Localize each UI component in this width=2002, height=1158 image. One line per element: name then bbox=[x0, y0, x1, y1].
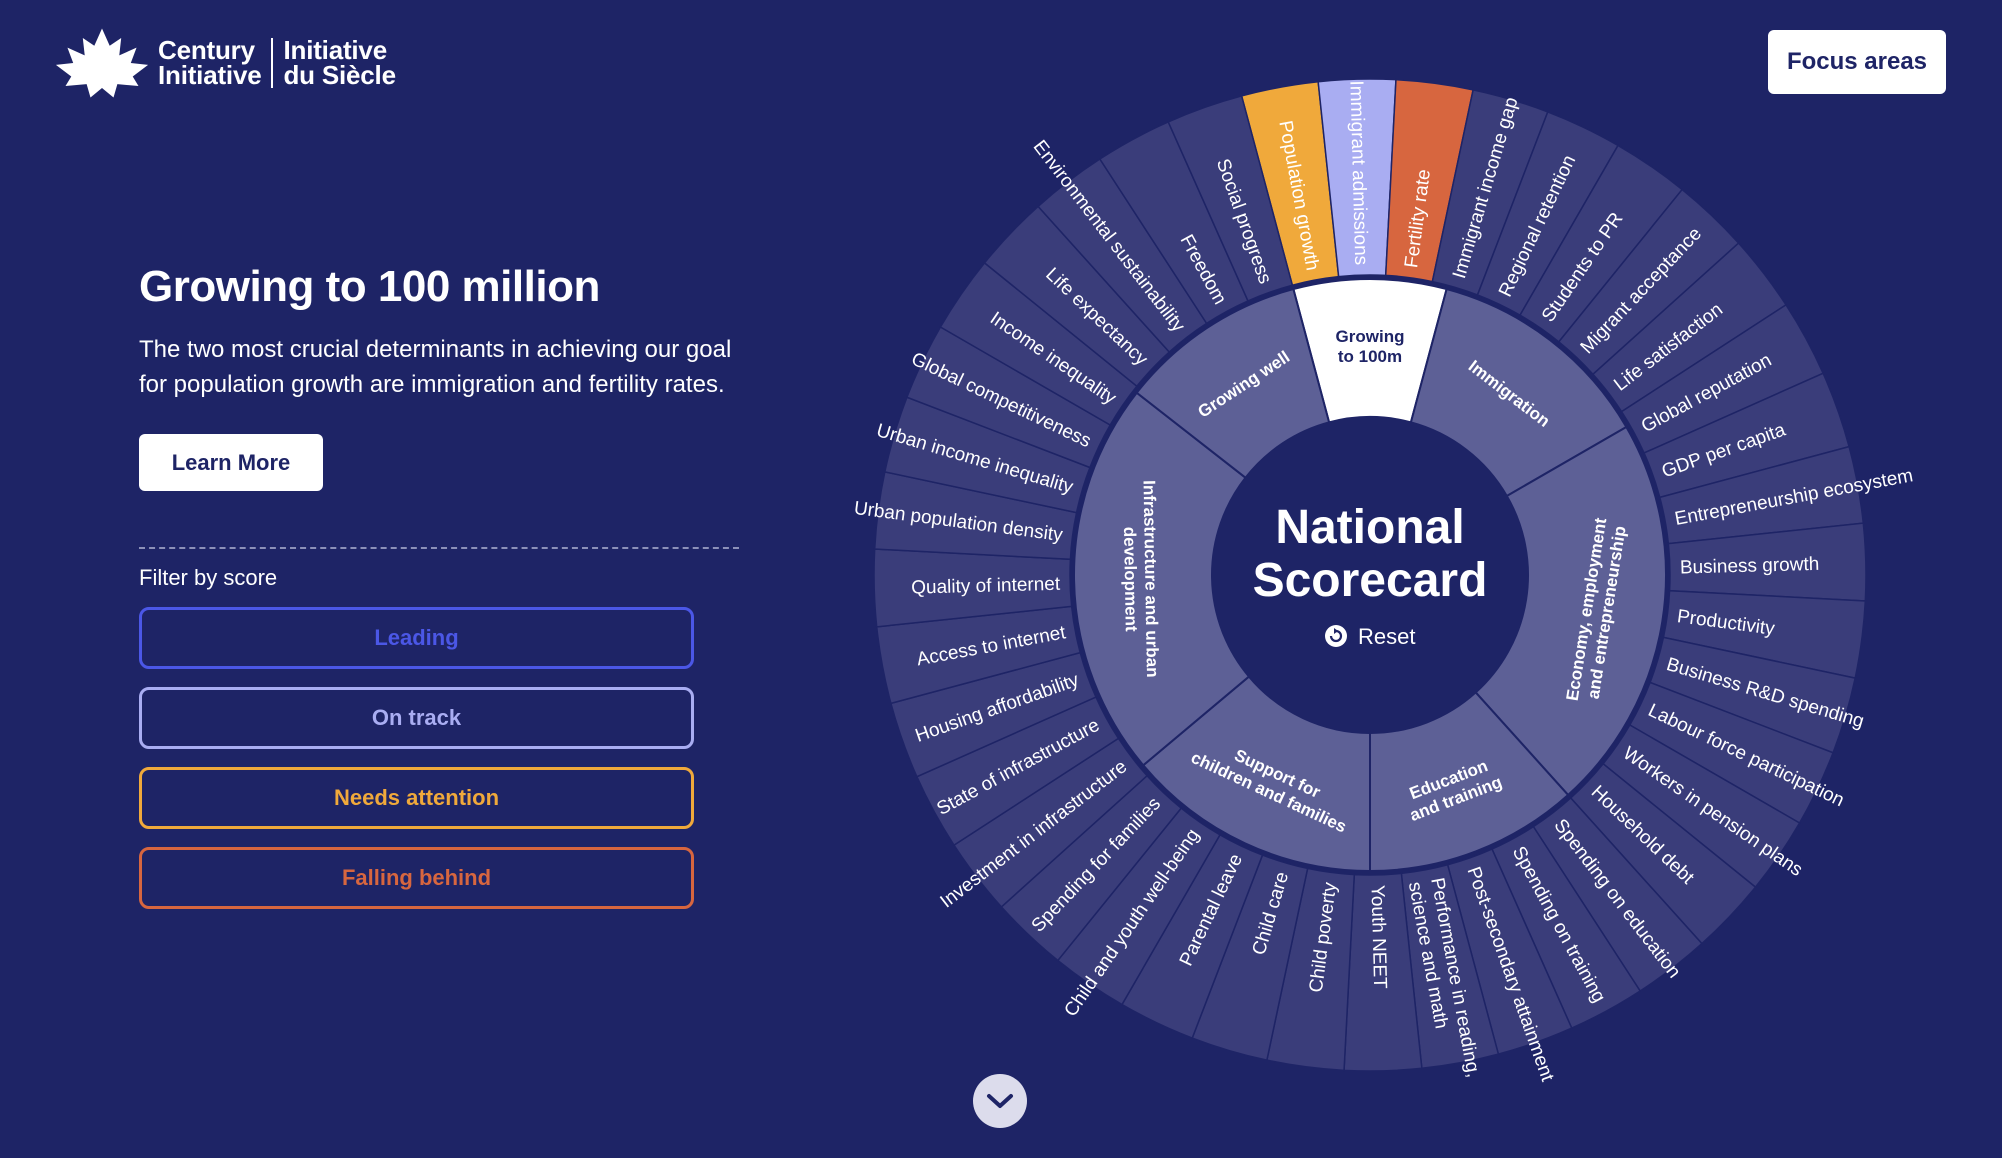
page-title: Growing to 100 million bbox=[139, 262, 600, 311]
indicator-label-quality-of-internet[interactable]: Quality of internet bbox=[911, 574, 1061, 599]
indicator-label-youth-neet[interactable]: Youth NEET bbox=[1366, 885, 1390, 990]
scorecard-center bbox=[1212, 417, 1528, 733]
logo[interactable]: Century Initiative Initiative du Siècle bbox=[54, 26, 396, 100]
center-title-line1: National bbox=[1275, 501, 1464, 554]
filter-falling-behind-button[interactable]: Falling behind bbox=[139, 847, 694, 909]
maple-leaf-icon bbox=[55, 28, 149, 98]
filter-needs-attention-button[interactable]: Needs attention bbox=[139, 767, 694, 829]
indicator-label-line: Quality of internet bbox=[911, 574, 1061, 599]
category-label-line: Growing bbox=[1336, 327, 1405, 346]
reset-button[interactable]: Reset bbox=[1325, 624, 1415, 649]
reset-arrow bbox=[1329, 629, 1343, 643]
segment-social-progress[interactable] bbox=[1167, 94, 1294, 302]
logo-text-en: Century Initiative bbox=[158, 35, 262, 90]
reset-arrow-head bbox=[1334, 628, 1338, 634]
indicator-label-immigrant-admissions[interactable]: Immigrant admissions bbox=[1345, 80, 1371, 265]
center-title-line2: Scorecard bbox=[1253, 554, 1488, 607]
scroll-down-button[interactable] bbox=[973, 1074, 1027, 1128]
category-growing-well[interactable] bbox=[1135, 287, 1331, 480]
learn-more-button[interactable]: Learn More bbox=[139, 434, 323, 491]
focus-areas-button[interactable]: Focus areas bbox=[1768, 30, 1946, 94]
category-label-line: development bbox=[1120, 527, 1141, 633]
divider bbox=[139, 547, 739, 549]
category-label-line: to 100m bbox=[1338, 347, 1402, 366]
logo-text-fr: Initiative du Siècle bbox=[283, 35, 396, 90]
indicator-label-business-growth[interactable]: Business growth bbox=[1680, 554, 1820, 579]
reset-label: Reset bbox=[1358, 624, 1415, 649]
category-label-infrastructure-and-urban-development[interactable]: Infrastructure and urbandevelopment bbox=[1119, 480, 1162, 678]
filter-label: Filter by score bbox=[139, 565, 278, 590]
intro-panel: Growing to 100 million The two most cruc… bbox=[139, 262, 739, 909]
chevron-down-icon bbox=[987, 1094, 1013, 1108]
category-label-growing-to-100m[interactable]: Growing to 100m bbox=[1336, 327, 1405, 366]
indicator-label-line: Business growth bbox=[1680, 554, 1820, 579]
category-label-line: Infrastructure and urban bbox=[1140, 480, 1162, 678]
indicator-label-line: Youth NEET bbox=[1366, 885, 1390, 990]
filter-leading-button[interactable]: Leading bbox=[139, 607, 694, 669]
logo-divider bbox=[271, 38, 274, 88]
reset-icon bbox=[1325, 625, 1347, 647]
indicator-label-line: Immigrant admissions bbox=[1345, 80, 1371, 265]
filter-on-track-button[interactable]: On track bbox=[139, 687, 694, 749]
intro-description: The two most crucial determinants in ach… bbox=[139, 336, 732, 398]
